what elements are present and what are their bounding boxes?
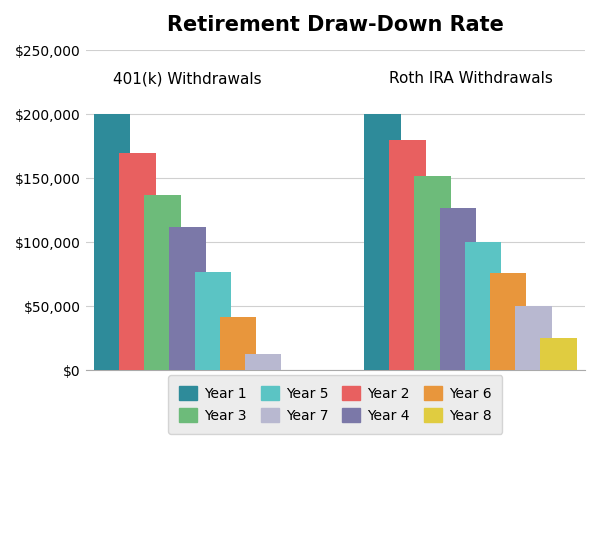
Bar: [465, 242, 501, 370]
Text: 401(k) Withdrawals: 401(k) Withdrawals: [113, 71, 262, 86]
Bar: [440, 208, 476, 370]
Bar: [541, 339, 577, 370]
Bar: [389, 140, 426, 370]
Bar: [194, 272, 231, 370]
Bar: [169, 227, 206, 370]
Bar: [145, 195, 181, 370]
Legend: Year 1, Year 3, Year 5, Year 7, Year 2, Year 4, Year 6, Year 8: Year 1, Year 3, Year 5, Year 7, Year 2, …: [168, 375, 502, 434]
Bar: [490, 273, 526, 370]
Text: Roth IRA Withdrawals: Roth IRA Withdrawals: [389, 71, 553, 86]
Bar: [94, 115, 130, 370]
Bar: [415, 176, 451, 370]
Bar: [119, 153, 155, 370]
Bar: [220, 316, 256, 370]
Title: Retirement Draw-Down Rate: Retirement Draw-Down Rate: [167, 15, 504, 35]
Bar: [245, 354, 281, 370]
Bar: [364, 115, 401, 370]
Bar: [515, 306, 551, 370]
